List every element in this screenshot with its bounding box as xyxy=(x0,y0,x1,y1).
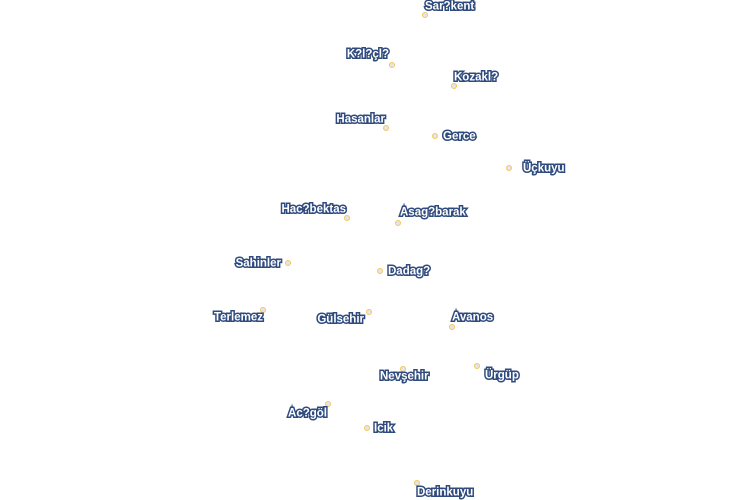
place-label: Üçkuyu xyxy=(522,161,567,175)
place-label: Ac?göl xyxy=(287,406,329,420)
place-marker[interactable] xyxy=(451,83,457,89)
place-marker[interactable] xyxy=(389,62,395,68)
place-marker[interactable] xyxy=(364,425,370,431)
place-marker[interactable] xyxy=(449,324,455,330)
place-marker[interactable] xyxy=(474,363,480,369)
place-marker[interactable] xyxy=(432,133,438,139)
place-label: Hasanlar xyxy=(335,112,387,126)
place-marker[interactable] xyxy=(377,268,383,274)
place-label: Derinkuyu xyxy=(415,485,474,499)
place-label: Avanos xyxy=(450,310,494,324)
place-label: K?l?çl? xyxy=(345,47,390,61)
place-marker[interactable] xyxy=(260,307,266,313)
place-marker[interactable] xyxy=(506,165,512,171)
place-label: Nevşehir xyxy=(379,369,431,383)
place-label: Terlemez xyxy=(212,310,264,324)
place-marker[interactable] xyxy=(285,260,291,266)
place-marker[interactable] xyxy=(344,215,350,221)
place-marker[interactable] xyxy=(325,401,331,407)
place-label: Gülsehir xyxy=(316,312,366,326)
place-label: Gerce xyxy=(442,129,478,143)
place-marker[interactable] xyxy=(383,125,389,131)
place-label: Asag?barak xyxy=(399,205,468,219)
place-marker[interactable] xyxy=(366,309,372,315)
place-marker[interactable] xyxy=(395,220,401,226)
place-label: Icik xyxy=(372,421,394,435)
place-label: Ürgüp xyxy=(484,368,521,382)
place-marker[interactable] xyxy=(414,480,420,486)
place-label: Dadag? xyxy=(386,264,431,278)
place-label: Sahinler xyxy=(234,256,282,270)
place-label: Kozakl? xyxy=(452,70,499,84)
place-label: Hac?bektas xyxy=(280,202,348,216)
place-marker[interactable] xyxy=(400,366,406,372)
place-label: Sar?kent xyxy=(423,0,475,13)
place-marker[interactable] xyxy=(422,12,428,18)
